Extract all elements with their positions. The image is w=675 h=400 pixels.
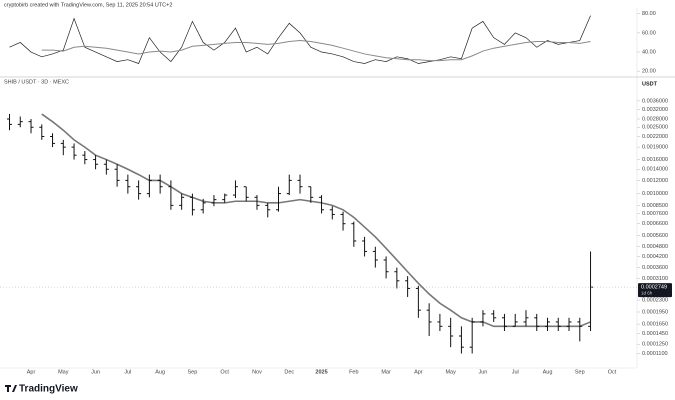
y-tick-label: 0.0032000: [642, 107, 668, 113]
y-tick-label: 0.0006600: [642, 221, 668, 227]
y-tick-label: 0.0010000: [642, 191, 668, 197]
x-tick-label: Aug: [543, 369, 553, 375]
y-tick-label: 20.00: [642, 69, 656, 75]
x-tick-label: Dec: [284, 369, 294, 375]
y-tick-label: 0.0028000: [642, 116, 668, 122]
indicator-line: [9, 15, 591, 64]
x-tick-label: Mar: [381, 369, 391, 375]
logo-mark: [5, 385, 17, 392]
x-tick-label: Apr: [414, 369, 423, 375]
y-tick-label: 0.0016000: [642, 157, 668, 163]
y-tick-label: 0.0001650: [642, 322, 668, 328]
x-tick-label: Sep: [188, 369, 198, 375]
y-tick-label: 0.0003600: [642, 265, 668, 271]
y-tick-label: 0.0004800: [642, 244, 668, 250]
y-tick-label: 0.0007600: [642, 211, 668, 217]
header: cryptobirb created with TradingView.com,…: [4, 2, 172, 8]
y-tick-label: 60.00: [642, 30, 656, 36]
y-tick-label: 0.0012000: [642, 178, 668, 184]
x-tick-label: Aug: [155, 369, 165, 375]
x-tick-label: Sep: [575, 369, 585, 375]
y-tick-label: 0.0001450: [642, 331, 668, 337]
x-tick-label: Jul: [512, 369, 519, 375]
y-tick-label: 0.0005600: [642, 233, 668, 239]
x-tick-label: Jul: [124, 369, 131, 375]
indicator-line: [41, 40, 591, 62]
y-tick-label: 0.0019000: [642, 145, 668, 151]
x-tick-label: Nov: [252, 369, 262, 375]
symbol-title: SHIB / USDT · 3D · MEXC: [4, 79, 69, 85]
y-tick-label: 0.0003100: [642, 276, 668, 282]
x-tick-label: Jun: [479, 369, 488, 375]
x-tick-label: Oct: [608, 369, 617, 375]
x-tick-label: Jun: [91, 369, 100, 375]
y-tick-label: 0.0036000: [642, 98, 668, 104]
y-tick-label: 0.0004200: [642, 254, 668, 260]
y-tick-label: 40.00: [642, 49, 656, 55]
x-tick-label: Oct: [220, 369, 229, 375]
y-tick-label: 0.0001950: [642, 309, 668, 315]
y-tick-label: 0.0022000: [642, 134, 668, 140]
unit-label: USDT: [642, 81, 658, 87]
price-label: 0.0002749: [641, 285, 667, 291]
x-tick-label: May: [58, 369, 69, 375]
logo: TradingView: [5, 384, 78, 395]
y-tick-label: 0.0025000: [642, 125, 668, 131]
price-label-box: [638, 283, 672, 298]
x-tick-label: Feb: [349, 369, 358, 375]
y-tick-label: 0.0001100: [642, 351, 668, 357]
y-tick-label: 0.0008500: [642, 203, 668, 209]
y-tick-label: 0.0001250: [642, 342, 668, 348]
y-tick-label: 80.00: [642, 11, 656, 17]
y-tick-label: 0.0014000: [642, 167, 668, 173]
indicator-line: [41, 113, 591, 328]
countdown: 1d 6h: [641, 290, 653, 295]
x-tick-label: May: [445, 369, 456, 375]
logo-text: TradingView: [19, 384, 78, 395]
y-tick-label: 0.0002300: [642, 297, 668, 303]
x-tick-label: 2025: [315, 369, 327, 375]
x-tick-label: Apr: [27, 369, 36, 375]
